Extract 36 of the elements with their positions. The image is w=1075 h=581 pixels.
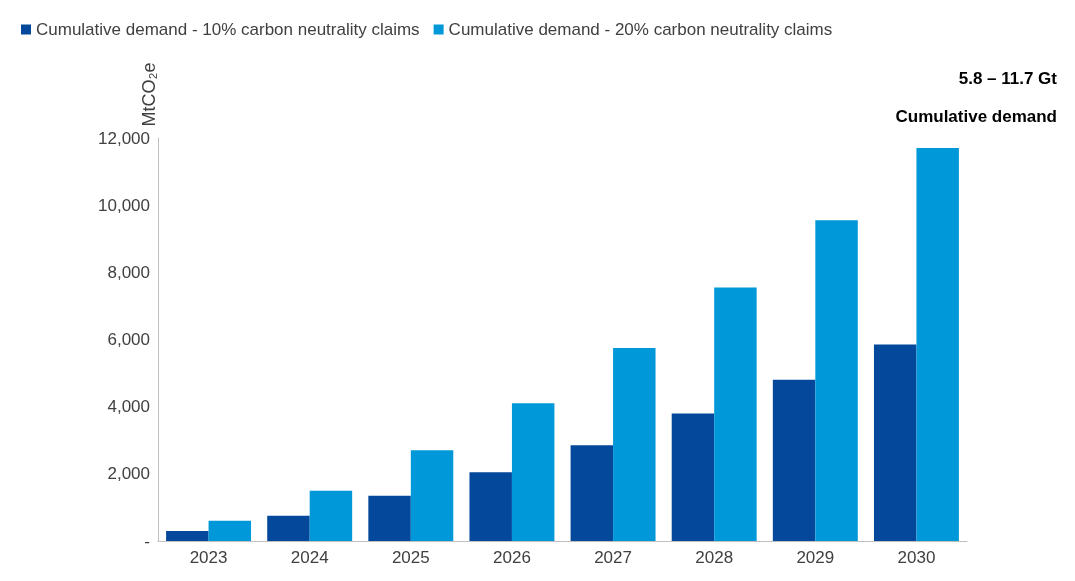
x-tick-label: 2028 <box>695 548 734 567</box>
bar <box>714 287 757 541</box>
x-tick-label: 2023 <box>189 548 228 567</box>
bar <box>772 379 816 541</box>
y-tick-label: 10,000 <box>98 195 150 215</box>
y-axis-title: MtCO₂e <box>139 62 159 127</box>
y-tick-label: 2,000 <box>107 464 150 484</box>
bar <box>208 520 252 541</box>
x-tick-label: 2029 <box>796 548 835 567</box>
bar <box>671 413 715 541</box>
y-tick-label: 4,000 <box>107 397 150 417</box>
bar <box>368 495 411 541</box>
y-tick-label: - <box>144 531 150 551</box>
bar <box>267 515 310 541</box>
bar <box>309 490 353 541</box>
y-tick-label: 8,000 <box>107 262 150 282</box>
x-tick-label: 2026 <box>493 548 531 567</box>
x-tick-label: 2027 <box>594 548 632 567</box>
legend-label: Cumulative demand - 10% carbon neutrality claims <box>36 20 420 39</box>
bar <box>511 403 555 541</box>
bar <box>916 148 959 541</box>
x-tick-label: 2024 <box>290 548 329 567</box>
bar <box>469 472 512 541</box>
bar <box>873 344 917 541</box>
y-tick-label: 12,000 <box>98 128 150 148</box>
legend-label: Cumulative demand - 20% carbon neutrality claims <box>448 20 833 39</box>
x-tick-label: 2030 <box>897 548 936 567</box>
text: 5.8 – 11.7 Gt <box>958 69 1058 88</box>
text: Cumulative demand <box>895 107 1058 126</box>
bar <box>815 220 858 541</box>
x-tick-label: 2025 <box>391 548 430 567</box>
bar <box>570 445 614 541</box>
bar <box>613 347 656 541</box>
bar <box>410 450 454 541</box>
bar <box>166 530 209 541</box>
y-tick-label: 6,000 <box>107 330 150 349</box>
